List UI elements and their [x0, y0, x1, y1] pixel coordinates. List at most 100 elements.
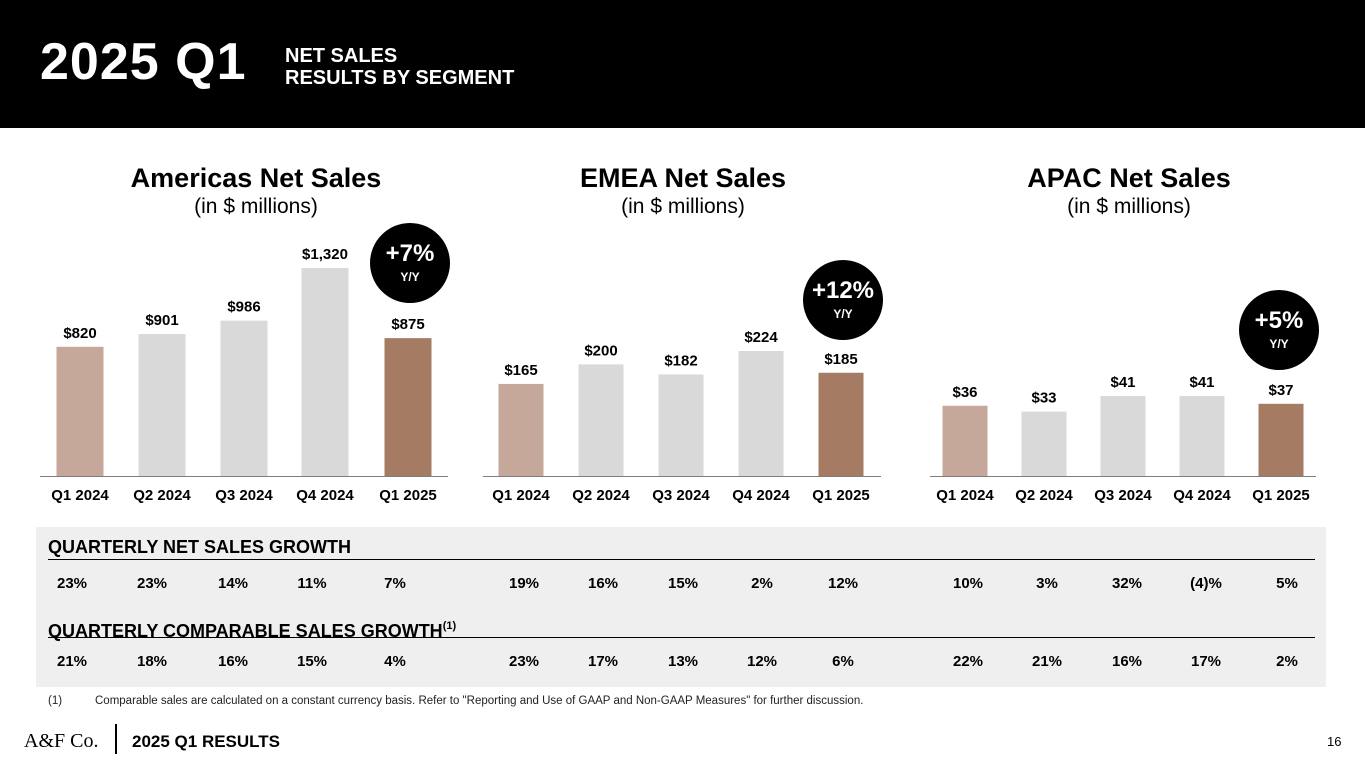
- chart-title: APAC Net Sales: [1027, 163, 1231, 193]
- comparable-sales-growth-emea-cell: 23%: [508, 653, 540, 670]
- bar-q1-2024: [498, 383, 544, 476]
- bar-q3-2024: [658, 374, 704, 476]
- net-sales-growth-apac-cell: 32%: [1111, 575, 1143, 592]
- bar-q3-2024: [220, 320, 268, 476]
- category-label: Q2 2024: [133, 487, 191, 504]
- header-subtitle: NET SALES RESULTS BY SEGMENT: [285, 45, 514, 89]
- net-sales-growth-americas-cell: 11%: [297, 575, 327, 592]
- net-sales-growth-emea-cell: 2%: [751, 575, 773, 592]
- header-year-quarter: 2025 Q1: [40, 33, 247, 91]
- americas-bar-chart: $820 Q1 2024 $901 Q2 2024 $986 Q3 2024 $1,320 Q…: [40, 246, 448, 504]
- bar-q1-2025: [384, 338, 432, 476]
- comparable-sales-growth-apac-cell: 16%: [1111, 653, 1143, 670]
- footer-title: 2025 Q1 RESULTS: [132, 732, 281, 751]
- bar-value-label: $165: [504, 362, 537, 379]
- bar-value-label: $36: [952, 384, 977, 401]
- bar-q2-2024: [138, 334, 186, 476]
- footnote: (1) Comparable sales are calculated on a …: [48, 695, 863, 707]
- bar-q4-2024: [738, 351, 784, 476]
- header-subtitle-line2: RESULTS BY SEGMENT: [285, 67, 515, 89]
- net-sales-growth-emea-cell: 19%: [508, 575, 540, 592]
- category-label: Q1 2025: [379, 487, 437, 504]
- bar-q4-2024: [301, 268, 349, 476]
- comparable-sales-growth-apac-cell: 21%: [1031, 653, 1063, 670]
- net-sales-growth-heading: QUARTERLY NET SALES GROWTH: [48, 536, 351, 558]
- comparable-sales-growth-emea-cell: 13%: [667, 653, 699, 670]
- bar-value-label: $37: [1268, 382, 1293, 399]
- emea-bar-chart: $165 Q1 2024 $200 Q2 2024 $182 Q3 2024 $224 Q4 …: [483, 329, 881, 504]
- bar-value-label: $986: [227, 299, 260, 316]
- americas-chart: Americas Net Sales (in $ millions) $820 Q…: [36, 160, 476, 510]
- chart-title: Americas Net Sales: [130, 163, 382, 193]
- bar-q1-2024: [942, 405, 988, 476]
- net-sales-growth-emea-cell: 16%: [587, 575, 619, 592]
- net-sales-growth-americas-cell: 23%: [56, 575, 88, 592]
- chart-subtitle: (in $ millions): [194, 195, 318, 218]
- badge-label: Y/Y: [833, 307, 853, 321]
- category-label: Q1 2024: [936, 487, 994, 504]
- footnote-text: Comparable sales are calculated on a con…: [95, 695, 864, 707]
- table-divider: [48, 559, 1315, 560]
- bar-q1-2025: [818, 372, 864, 476]
- growth-table: QUARTERLY NET SALES GROWTH 23% 23% 14% 11% 7…: [36, 527, 1326, 687]
- comparable-sales-growth-heading: QUARTERLY COMPARABLE SALES GROWTH(1): [48, 615, 456, 642]
- bar-q3-2024: [1100, 396, 1146, 476]
- footnote-number: (1): [48, 695, 63, 707]
- americas-growth-badge: +7% Y/Y: [370, 223, 450, 303]
- bar-q1-2025: [1258, 403, 1304, 476]
- comparable-sales-growth-apac-cell: 17%: [1190, 653, 1222, 670]
- comparable-sales-growth-americas-cell: 18%: [136, 653, 168, 670]
- chart-title: EMEA Net Sales: [579, 163, 787, 193]
- category-label: Q3 2024: [215, 487, 273, 504]
- category-label: Q3 2024: [1094, 487, 1152, 504]
- bar-value-label: $200: [584, 342, 617, 359]
- badge-value: +7%: [385, 240, 435, 267]
- net-sales-growth-apac-cell: 5%: [1276, 575, 1298, 592]
- comparable-sales-growth-americas-cell: 15%: [296, 653, 328, 670]
- net-sales-growth-title: QUARTERLY NET SALES GROWTH: [48, 537, 352, 557]
- category-label: Q1 2024: [492, 487, 550, 504]
- bar-q2-2024: [578, 364, 624, 476]
- net-sales-growth-apac-cell: 10%: [952, 575, 984, 592]
- category-label: Q2 2024: [572, 487, 630, 504]
- bar-value-label: $224: [744, 329, 778, 346]
- bar-value-label: $33: [1031, 390, 1056, 407]
- category-label: Q2 2024: [1015, 487, 1073, 504]
- chart-subtitle: (in $ millions): [621, 195, 745, 218]
- net-sales-growth-emea-cell: 15%: [667, 575, 699, 592]
- emea-growth-badge: +12% Y/Y: [803, 260, 883, 340]
- badge-value: +12%: [811, 277, 875, 304]
- emea-chart: EMEA Net Sales (in $ millions) $165 Q1 20…: [463, 160, 903, 510]
- bar-q1-2024: [56, 346, 104, 476]
- badge-label: Y/Y: [400, 270, 420, 284]
- net-sales-growth-apac-cell: 3%: [1036, 575, 1058, 592]
- category-label: Q4 2024: [1173, 487, 1231, 504]
- bar-value-label: $901: [145, 312, 178, 329]
- apac-bar-chart: $36 Q1 2024 $33 Q2 2024 $41 Q3 2024 $41 Q4 2024…: [930, 374, 1316, 504]
- net-sales-growth-emea-cell: 12%: [827, 575, 859, 592]
- page-number: 16: [1327, 734, 1342, 749]
- bar-value-label: $185: [824, 351, 857, 368]
- comparable-sales-growth-emea-cell: 12%: [746, 653, 778, 670]
- apac-growth-badge: +5% Y/Y: [1239, 290, 1319, 370]
- bar-value-label: $820: [63, 325, 96, 342]
- chart-subtitle: (in $ millions): [1067, 195, 1191, 218]
- apac-chart: APAC Net Sales (in $ millions) $36 Q1 202…: [909, 160, 1349, 510]
- comparable-sales-growth-emea-cell: 6%: [832, 653, 854, 670]
- comparable-sales-growth-americas-cell: 21%: [56, 653, 88, 670]
- comparable-sales-growth-americas-cell: 16%: [217, 653, 249, 670]
- badge-value: +5%: [1254, 307, 1304, 334]
- category-label: Q3 2024: [652, 487, 710, 504]
- comparable-sales-growth-americas-cell: 4%: [384, 653, 406, 670]
- bar-q4-2024: [1179, 396, 1225, 476]
- net-sales-growth-americas-cell: 14%: [217, 575, 249, 592]
- category-label: Q1 2025: [1252, 487, 1310, 504]
- header-subtitle-line1: NET SALES: [285, 45, 398, 67]
- table-divider: [48, 637, 1315, 638]
- bar-value-label: $41: [1110, 374, 1135, 391]
- category-label: Q4 2024: [732, 487, 790, 504]
- comparable-sales-growth-apac-cell: 2%: [1276, 653, 1298, 670]
- badge-label: Y/Y: [1269, 337, 1289, 351]
- bar-q2-2024: [1021, 411, 1067, 476]
- bar-value-label: $1,320: [302, 246, 348, 263]
